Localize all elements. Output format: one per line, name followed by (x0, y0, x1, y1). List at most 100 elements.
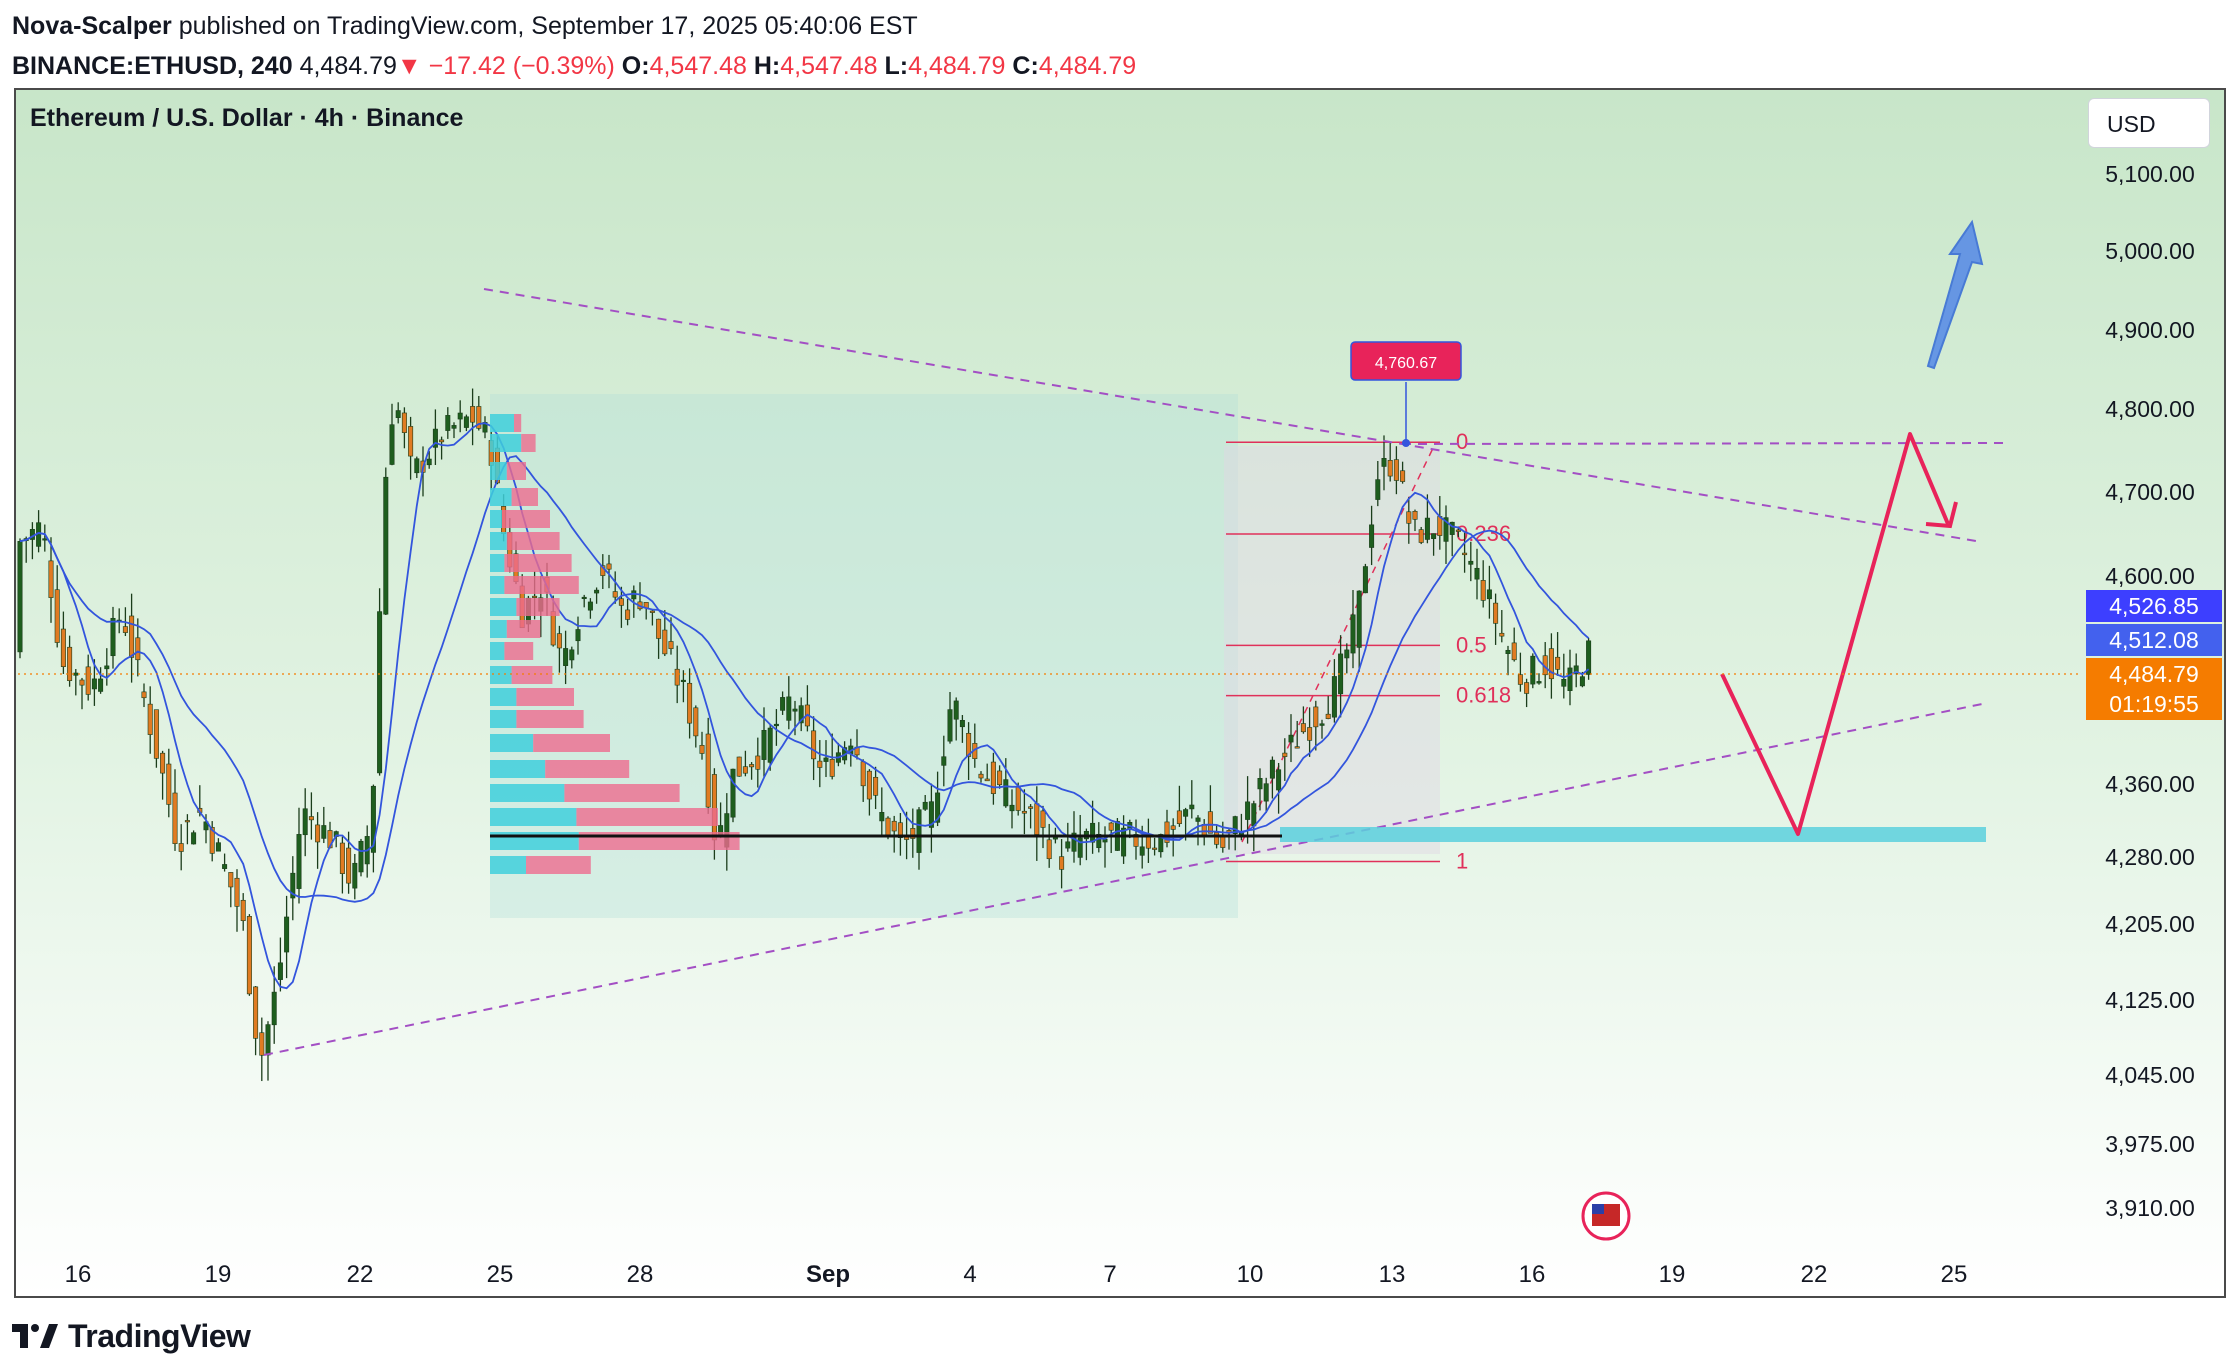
chart-frame[interactable]: 0 0.236 0.5 0.618 1 4,760.67 5,100.00 5,000.0… (14, 88, 2226, 1298)
event-flag-canton (1592, 1204, 1604, 1214)
candle-body-123 (780, 697, 786, 711)
candle-body-190 (1195, 817, 1201, 822)
candle-body-67 (432, 428, 438, 448)
projection-arrowhead (1925, 501, 1958, 529)
candle-body-222 (1393, 459, 1399, 481)
volume-profile-sell-11 (511, 666, 553, 684)
volume-profile-sell-4 (502, 510, 550, 528)
candle-body-164 (1034, 803, 1040, 835)
candle-body-86 (550, 611, 556, 646)
candle-body-205 (1288, 734, 1294, 743)
candle-body-87 (556, 633, 562, 649)
candle-body-233 (1462, 552, 1468, 556)
candle-body-119 (755, 755, 761, 770)
x-tick-label-12: 22 (1801, 1261, 1828, 1288)
close-label: C: (1012, 52, 1039, 80)
candle-body-208 (1307, 727, 1313, 741)
volume-profile-sell-15 (545, 760, 630, 778)
candle-body-153 (966, 732, 972, 757)
candle-body-160 (1009, 804, 1015, 812)
candle-body-4 (42, 538, 48, 541)
candle-body-21 (147, 703, 153, 735)
candle-body-71 (457, 412, 463, 420)
symbol-label: BINANCE:ETHUSD, 240 (12, 52, 293, 80)
candle-body-168 (1059, 856, 1065, 870)
candle-body-224 (1406, 511, 1412, 524)
candle-body-24 (166, 763, 172, 805)
candle-body-108 (687, 682, 693, 724)
candle-body-149 (941, 756, 947, 766)
candle-body-183 (1152, 847, 1158, 850)
candle-body-97 (618, 598, 624, 606)
publisher-name[interactable]: Nova-Scalper (12, 12, 172, 40)
candle-body-170 (1071, 832, 1077, 852)
candle-body-32 (215, 842, 221, 852)
volume-profile-buy-14 (490, 734, 534, 752)
candle-body-244 (1530, 655, 1536, 685)
volume-profile-sell-9 (506, 620, 541, 638)
candle-body-203 (1276, 769, 1282, 791)
candle-body-6 (54, 589, 60, 643)
candle-body-166 (1046, 839, 1052, 860)
price-label-box-0 (2086, 590, 2222, 622)
candle-body-250 (1567, 667, 1573, 691)
candle-body-63 (408, 426, 414, 457)
volume-profile-sell-10 (504, 642, 534, 660)
volume-profile-buy-9 (490, 620, 507, 638)
candle-body-9 (73, 672, 79, 676)
candle-body-89 (569, 649, 575, 661)
candle-body-199 (1251, 803, 1257, 827)
x-tick-label-11: 19 (1659, 1261, 1686, 1288)
candle-body-148 (935, 792, 941, 823)
candle-body-59 (383, 476, 389, 615)
tradingview-footer[interactable]: TradingView (12, 1316, 251, 1356)
candle-body-88 (563, 648, 569, 666)
candle-body-125 (792, 708, 798, 712)
candle-body-184 (1158, 834, 1164, 853)
open-label: O: (621, 52, 650, 80)
candle-body-194 (1220, 835, 1226, 848)
candle-body-144 (910, 828, 916, 839)
candle-body-41 (271, 991, 277, 1026)
candle-body-220 (1381, 458, 1387, 467)
peak-dot (1402, 439, 1410, 447)
fib-label-2: 0.5 (1456, 632, 1487, 657)
fib-label-4: 1 (1456, 848, 1468, 873)
candle-body-54 (352, 862, 358, 889)
volume-profile-buy-17 (490, 808, 577, 826)
last-price: 4,484.79 (299, 52, 397, 80)
candle-body-19 (135, 637, 141, 661)
candle-body-209 (1313, 706, 1319, 728)
candle-body-23 (160, 752, 166, 774)
candle-body-96 (612, 591, 618, 598)
y-tick-label-10: 4,045.00 (2105, 1062, 2195, 1088)
consolidation-zone (490, 394, 1238, 918)
candle-body-115 (730, 768, 736, 818)
candle-body-136 (860, 761, 866, 787)
candle-body-66 (426, 458, 432, 466)
candle-body-62 (401, 412, 407, 433)
candle-body-128 (811, 730, 817, 760)
x-tick-label-9: 13 (1379, 1261, 1406, 1288)
candle-body-181 (1139, 846, 1145, 856)
candle-body-48 (315, 824, 321, 843)
y-tick-label-8: 4,205.00 (2105, 911, 2195, 937)
candle-body-241 (1511, 642, 1517, 661)
candle-body-221 (1387, 460, 1393, 477)
candle-body-118 (749, 764, 755, 768)
currency-button[interactable]: USD (2088, 98, 2210, 148)
candle-body-121 (767, 727, 773, 763)
candle-body-110 (699, 745, 705, 754)
candle-body-129 (817, 760, 823, 768)
open-value: 4,547.48 (649, 52, 747, 80)
close-value: 4,484.79 (1038, 52, 1137, 80)
volume-profile-sell-5 (506, 532, 560, 550)
candle-body-227 (1424, 517, 1430, 540)
candle-body-22 (153, 709, 159, 759)
candle-body-37 (246, 916, 252, 995)
candle-body-139 (879, 812, 885, 822)
candle-body-120 (761, 729, 767, 760)
candle-body-99 (631, 590, 637, 600)
candle-body-159 (1003, 779, 1009, 807)
